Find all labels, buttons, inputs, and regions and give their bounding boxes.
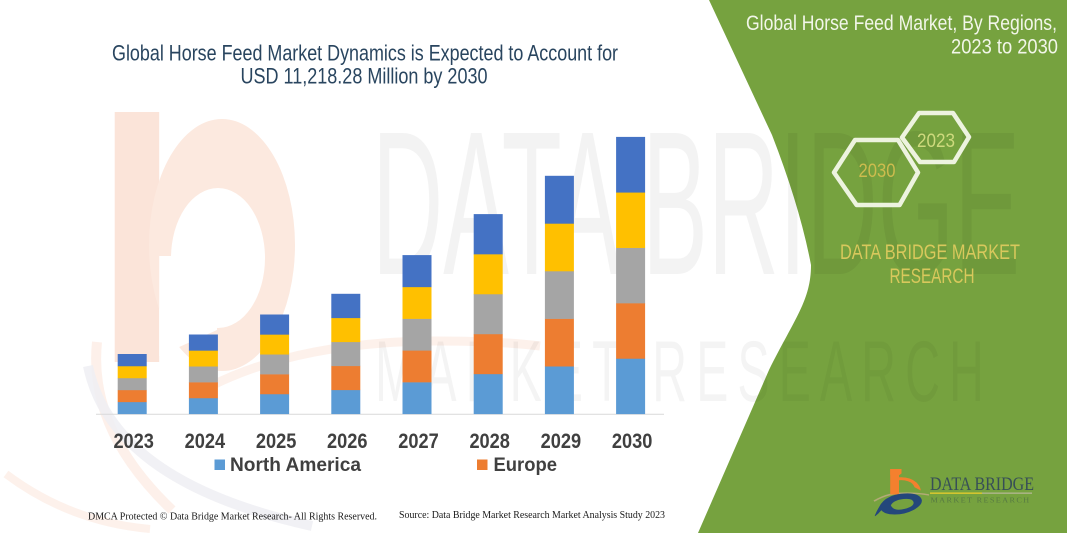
svg-text:2030: 2030 <box>859 161 896 182</box>
svg-text:Global Horse Feed Market Dynam: Global Horse Feed Market Dynamics is Exp… <box>112 41 618 66</box>
svg-text:North America: North America <box>230 455 361 476</box>
svg-text:Source: Data Bridge Market Res: Source: Data Bridge Market Research Mark… <box>399 509 665 521</box>
svg-text:Global Horse Feed Market, By R: Global Horse Feed Market, By Regions, <box>746 12 1057 35</box>
svg-text:DATA BRIDGE: DATA BRIDGE <box>930 474 1034 495</box>
svg-text:2029: 2029 <box>541 429 582 453</box>
svg-text:2028: 2028 <box>469 429 510 453</box>
svg-text:2024: 2024 <box>185 429 226 453</box>
svg-text:USD 11,218.28 Million by 2030: USD 11,218.28 Million by 2030 <box>241 64 488 89</box>
svg-text:2025: 2025 <box>256 429 297 453</box>
svg-text:Europe: Europe <box>494 455 558 476</box>
svg-text:2030: 2030 <box>612 429 653 453</box>
svg-text:RESEARCH: RESEARCH <box>890 265 975 288</box>
svg-text:MARKET RESEARCH: MARKET RESEARCH <box>931 496 1031 505</box>
svg-text:2023 to 2030: 2023 to 2030 <box>951 36 1058 59</box>
svg-text:2026: 2026 <box>327 429 368 453</box>
svg-text:2027: 2027 <box>398 429 439 453</box>
svg-text:2023: 2023 <box>113 429 154 453</box>
svg-text:DMCA Protected © Data Bridge M: DMCA Protected © Data Bridge Market Rese… <box>88 511 377 523</box>
svg-text:DATA BRIDGE MARKET: DATA BRIDGE MARKET <box>840 241 1020 264</box>
svg-text:2023: 2023 <box>917 131 955 152</box>
